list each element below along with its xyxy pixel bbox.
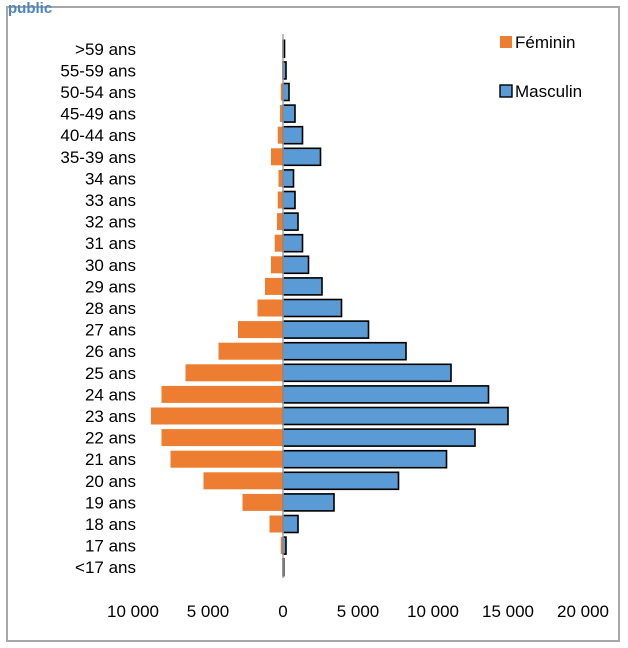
x-tick-label: 15 000: [482, 602, 534, 621]
category-label: 23 ans: [85, 407, 136, 426]
bar-masculin-28-ans: [282, 298, 343, 318]
x-tick-label: 5 000: [337, 602, 380, 621]
bar-feminin-28-ans: [257, 299, 283, 317]
x-tick-label: 10 000: [407, 602, 459, 621]
bar-feminin-34-ans: [278, 169, 283, 187]
bars-group: [151, 39, 509, 577]
bar-masculin-22-ans: [282, 428, 476, 447]
bar-feminin-35-39-ans: [271, 148, 283, 166]
bar-feminin-31-ans: [274, 234, 283, 252]
bar-masculin-31-ans: [282, 233, 304, 253]
category-label: 26 ans: [85, 342, 136, 361]
bar-masculin-32-ans: [282, 212, 299, 231]
bar-masculin-29-ans: [282, 277, 323, 296]
legend-swatch-masculin: [499, 84, 513, 98]
category-label: 31 ans: [85, 234, 136, 253]
category-label: 30 ans: [85, 256, 136, 275]
bar-masculin-20-ans: [282, 471, 400, 491]
x-tick-label: 0: [278, 602, 287, 621]
category-label: 34 ans: [85, 169, 136, 188]
bar-feminin-17-ans: [280, 537, 283, 555]
x-tick-label: 5 000: [187, 602, 230, 621]
bar-feminin-32-ans: [277, 213, 283, 231]
bar-feminin-33-ans: [277, 191, 283, 209]
category-label: 33 ans: [85, 191, 136, 210]
bar-masculin-35-39-ans: [282, 147, 322, 167]
bar-feminin-23-ans: [151, 407, 283, 425]
bar-masculin-21-ans: [282, 449, 448, 469]
bar-masculin-40-44-ans: [282, 125, 304, 145]
legend: Féminin Masculin: [499, 33, 582, 101]
category-label: 27 ans: [85, 321, 136, 340]
bar-masculin-33-ans: [282, 190, 296, 210]
category-label: 29 ans: [85, 277, 136, 296]
category-label: 50-54 ans: [60, 83, 136, 102]
category-label: 35-39 ans: [60, 148, 136, 167]
bar-feminin-25-ans: [185, 364, 283, 382]
bar-masculin-18-ans: [282, 514, 299, 534]
bar-feminin-40-44-ans: [277, 126, 283, 144]
clipped-header-text: public: [8, 0, 53, 17]
category-label: <17 ans: [75, 558, 136, 577]
bar-feminin-45-49-ans: [280, 105, 283, 123]
bar-masculin-50-54-ans: [282, 82, 290, 102]
category-label: >59 ans: [75, 40, 136, 59]
category-label: 45-49 ans: [60, 105, 136, 124]
bar-feminin-22-ans: [161, 429, 283, 447]
category-label: 22 ans: [85, 429, 136, 448]
bar-masculin-34-ans: [282, 169, 295, 188]
bar-feminin-26-ans: [218, 342, 283, 360]
bar-masculin-25-ans: [282, 363, 452, 383]
bar-masculin-24-ans: [282, 385, 490, 404]
category-label: 19 ans: [85, 493, 136, 512]
legend-label-masculin: Masculin: [515, 82, 582, 101]
category-label: 28 ans: [85, 299, 136, 318]
category-label: 55-59 ans: [60, 61, 136, 80]
x-tick-label: 20 000: [557, 602, 609, 621]
x-axis-tick-labels: 10 000 5 000 0 5 000 10 000 15 000 20 000: [107, 602, 609, 621]
bar-masculin-30-ans: [282, 255, 310, 275]
category-label: 21 ans: [85, 450, 136, 469]
x-tick-label: 10 000: [107, 602, 159, 621]
bar-feminin-27-ans: [238, 321, 283, 339]
bar-feminin-50-54-ans: [280, 83, 283, 101]
bar-feminin-30-ans: [271, 256, 283, 274]
y-axis-labels: >59 ans 55-59 ans 50-54 ans 45-49 ans 40-44 …: [60, 40, 136, 577]
bar-feminin-29-ans: [265, 277, 283, 295]
bar-feminin-24-ans: [161, 385, 283, 403]
category-label: 40-44 ans: [60, 126, 136, 145]
category-label: 24 ans: [85, 385, 136, 404]
category-label: 18 ans: [85, 515, 136, 534]
category-label: 20 ans: [85, 472, 136, 491]
legend-label-f-minin: Féminin: [515, 33, 575, 52]
bar-feminin-20-ans: [203, 472, 283, 490]
bar-masculin-27-ans: [282, 320, 370, 339]
bar-feminin-21-ans: [170, 450, 283, 468]
legend-swatch-f-minin: [500, 36, 512, 48]
bar-masculin-19-ans: [282, 493, 335, 512]
category-label: 32 ans: [85, 213, 136, 232]
bar-masculin-26-ans: [282, 341, 407, 361]
category-label: 25 ans: [85, 364, 136, 383]
category-label: 17 ans: [85, 537, 136, 556]
bar-masculin-45-49-ans: [282, 104, 296, 123]
bar-feminin-18-ans: [269, 515, 283, 533]
bar-masculin-23-ans: [282, 406, 509, 426]
bar-feminin-19-ans: [242, 493, 283, 511]
